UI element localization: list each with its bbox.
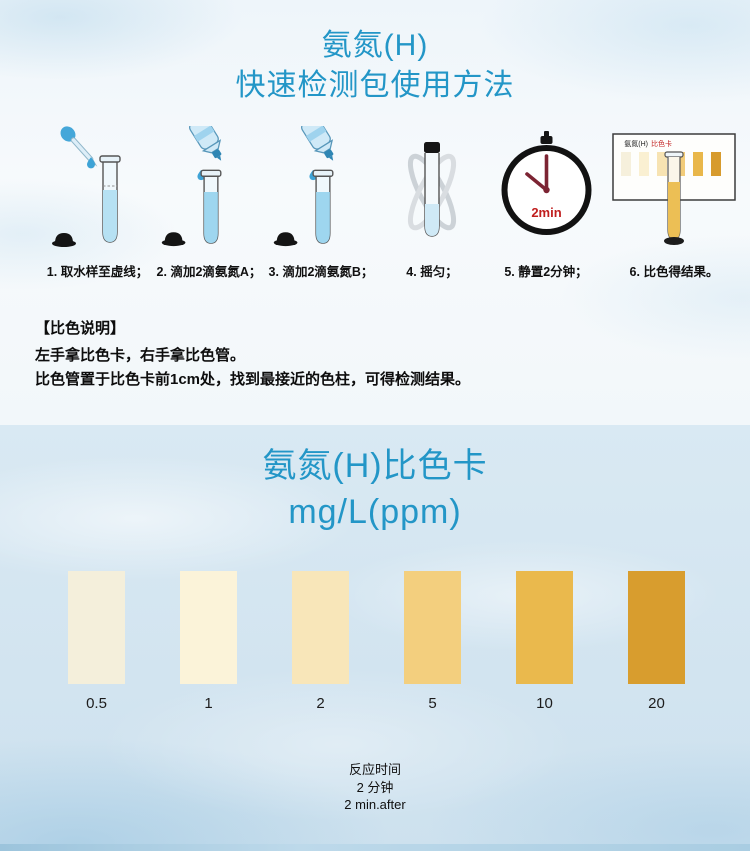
reagent-b-bottle-icon	[273, 126, 334, 247]
step-4-caption: 4. 摇匀；	[406, 265, 458, 279]
color-card-title-line1: 氨氮(H)比色卡	[262, 447, 488, 485]
reaction-time-line3: 2 min.after	[344, 797, 406, 812]
color-swatch-20	[628, 571, 685, 684]
color-comparison-instructions: 【比色说明】 左手拿比色卡，右手拿比色管。 比色管置于比色卡前1cm处，找到最接…	[35, 317, 725, 392]
color-card-compare-icon: 氨氮(H) 比色卡	[612, 133, 736, 245]
step-3: 3. 滴加2滴氨氮B；	[262, 126, 380, 280]
shake-tube-icon	[407, 142, 456, 237]
reaction-time-line2: 2 分钟	[356, 779, 394, 795]
color-swatch-10	[516, 571, 573, 684]
clock-duration-label: 2min	[531, 205, 561, 220]
step-3-caption: 3. 滴加2滴氨氮B；	[268, 265, 374, 279]
top-section	[0, 0, 750, 425]
bottom-section	[0, 425, 750, 851]
dropper-and-tube-icon	[51, 126, 121, 247]
step-1-illustration	[25, 126, 170, 256]
step-2-illustration	[150, 126, 268, 256]
color-swatch-2	[292, 571, 349, 684]
step-5-illustration: 2min	[492, 126, 600, 256]
instructions-line-1: 左手拿比色卡，右手拿比色管。	[35, 347, 246, 364]
page-title-line2: 快速检测包使用方法	[235, 69, 515, 102]
color-card-title-line2: mg/L(ppm)	[288, 493, 462, 531]
timer-clock-icon: 2min	[501, 131, 591, 235]
step-5: 2min 5. 静置2分钟；	[492, 126, 600, 280]
step-4: 4. 摇匀；	[383, 126, 481, 280]
swatch-label-10: 10	[536, 695, 553, 712]
step-6: 氨氮(H) 比色卡 6. 比色得结果。	[606, 126, 742, 280]
reaction-time-note: 反应时间 2 分钟 2 min.after	[0, 761, 750, 814]
swatch-label-1: 1	[204, 695, 213, 712]
swatch-label-5: 5	[428, 695, 437, 712]
page-title-line1: 氨氮(H)	[321, 29, 429, 62]
step-1: 1. 取水样至虚线；	[25, 126, 170, 280]
swatch-label-20: 20	[648, 695, 665, 712]
step-2: 2. 滴加2滴氨氮A；	[150, 126, 268, 280]
mini-card-title-red: 比色卡	[651, 139, 672, 148]
mini-card-title-black: 氨氮(H)	[624, 139, 648, 148]
color-swatch-0.5	[68, 571, 125, 684]
page-title: 氨氮(H) 快速检测包使用方法	[0, 26, 750, 106]
step-2-caption: 2. 滴加2滴氨氮A；	[156, 265, 262, 279]
color-card-title: 氨氮(H)比色卡 mg/L(ppm)	[0, 443, 750, 535]
step-1-caption: 1. 取水样至虚线；	[46, 265, 149, 279]
reagent-a-bottle-icon	[161, 126, 222, 247]
bottom-edge-strip	[0, 844, 750, 851]
color-swatch-5	[404, 571, 461, 684]
step-4-illustration	[383, 126, 481, 256]
step-3-illustration	[262, 126, 380, 256]
step-5-caption: 5. 静置2分钟；	[504, 265, 588, 279]
swatch-label-2: 2	[316, 695, 325, 712]
color-swatch-1	[180, 571, 237, 684]
step-6-caption: 6. 比色得结果。	[629, 265, 719, 279]
reaction-time-line1: 反应时间	[348, 762, 401, 777]
swatch-label-0.5: 0.5	[86, 695, 107, 712]
step-6-illustration: 氨氮(H) 比色卡	[606, 126, 742, 256]
instructions-heading: 【比色说明】	[35, 320, 126, 337]
instructions-line-2: 比色管置于比色卡前1cm处，找到最接近的色柱，可得检测结果。	[35, 371, 471, 388]
